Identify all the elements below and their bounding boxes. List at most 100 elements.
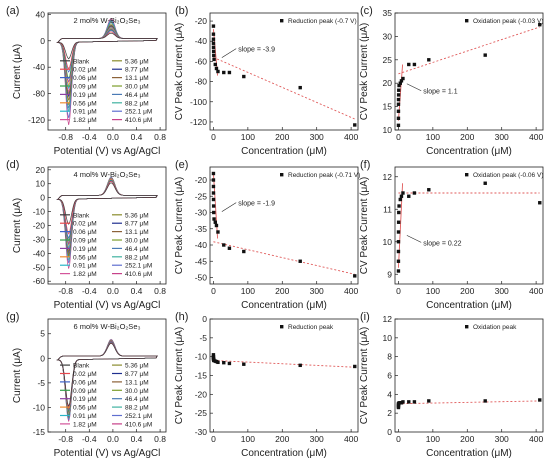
legend-entry: 13.1 μM — [125, 229, 149, 236]
legend-entry: 1.82 μM — [73, 117, 97, 124]
y-tick-label: 20 — [36, 165, 46, 175]
legend-marker — [465, 325, 469, 329]
data-point — [353, 274, 357, 278]
legend-marker — [280, 19, 284, 23]
data-point — [213, 220, 217, 224]
data-point — [211, 184, 216, 189]
y-tick-label: 4 — [387, 389, 392, 399]
legend-entry: 88.2 μM — [125, 405, 149, 412]
data-point — [412, 191, 417, 195]
x-axis-label: Concentration (μM) — [241, 146, 327, 157]
data-point — [211, 353, 216, 357]
legend-label: Reduction peak (-0.71 V) — [288, 172, 360, 179]
y-tick-label: 10 — [36, 179, 46, 189]
y-tick-label: -40 — [195, 36, 208, 46]
data-point — [399, 194, 404, 198]
y-axis-label: Current (μA) — [12, 44, 23, 99]
data-point — [211, 32, 216, 36]
y-tick-label: -20 — [33, 221, 46, 231]
data-point — [211, 178, 216, 182]
x-tick-label: 0.0 — [107, 132, 119, 142]
legend-entry: 0.09 μM — [73, 84, 97, 91]
legend-entry: 0.02 μM — [73, 371, 97, 378]
data-point — [353, 364, 357, 369]
legend-entry: 0.19 μM — [73, 246, 97, 253]
x-tick-label: 0 — [211, 434, 216, 444]
data-point — [396, 116, 401, 120]
legend-label: Oxidation peak (-0.06 V) — [473, 172, 543, 179]
legend-entry: 5.36 μM — [125, 212, 149, 219]
legend-entry: 0.56 μM — [73, 254, 97, 261]
data-point — [396, 97, 401, 102]
x-tick-label: 100 — [426, 132, 440, 142]
data-point — [538, 398, 542, 402]
legend-entry: Blank — [73, 363, 90, 370]
y-tick-label: -50 — [195, 273, 208, 283]
x-tick-label: 100 — [241, 434, 255, 444]
y-tick-label: 9 — [387, 269, 392, 279]
annotation-arrow — [406, 235, 422, 243]
x-tick-label: 200 — [275, 434, 289, 444]
data-point — [397, 88, 401, 92]
x-axis-label: Potential (V) vs Ag/AgCl — [54, 448, 161, 459]
data-point — [396, 259, 401, 263]
fit-line — [213, 241, 355, 275]
y-tick-label: -45 — [195, 256, 208, 266]
x-tick-label: 100 — [426, 286, 440, 296]
x-tick-label: 0 — [211, 132, 216, 142]
data-point — [242, 74, 246, 79]
x-tick-label: 0.4 — [131, 434, 143, 444]
legend-entry: 252.1 μM — [125, 109, 152, 116]
cv-curve — [56, 182, 158, 225]
data-point — [407, 194, 411, 198]
x-tick-label: 400 — [529, 286, 543, 296]
legend-entry: 0.09 μM — [73, 388, 97, 395]
legend-label: Reduction peak (-0.7 V) — [288, 18, 357, 25]
y-axis-label: CV Peak Current (μA) — [174, 327, 185, 424]
legend-entry: Blank — [73, 212, 90, 219]
plot-frame — [47, 12, 167, 131]
y-tick-label: 10 — [383, 333, 393, 343]
y-axis-label: CV Peak Current (μA) — [174, 177, 185, 274]
y-tick-label: -30 — [195, 427, 208, 437]
x-axis-label: Concentration (μM) — [426, 448, 512, 459]
x-axis-label: Concentration (μM) — [426, 300, 512, 311]
legend-entry: 30.0 μM — [125, 84, 149, 91]
legend-entry: 1.82 μM — [73, 421, 97, 428]
data-point — [412, 62, 417, 67]
legend-entry: 8.77 μM — [125, 67, 149, 74]
y-tick-label: -40 — [33, 62, 46, 72]
data-point — [211, 204, 216, 208]
y-tick-label: -25 — [195, 408, 208, 418]
legend-entry: 410.6 μM — [125, 117, 152, 124]
data-point — [298, 363, 302, 368]
legend-entry: 46.4 μM — [125, 396, 149, 403]
data-point — [211, 49, 216, 54]
x-axis-label: Concentration (μM) — [241, 300, 327, 311]
panel-label: (i) — [360, 311, 370, 323]
legend-entry: 0.06 μM — [73, 229, 97, 236]
y-tick-label: -20 — [195, 389, 208, 399]
legend-entry: 0.91 μM — [73, 263, 97, 270]
y-tick-label: 0 — [40, 36, 45, 46]
x-tick-label: -0.4 — [82, 286, 97, 296]
x-tick-label: 100 — [241, 132, 255, 142]
data-point — [396, 109, 401, 113]
plot-frame — [394, 166, 544, 285]
y-tick-label: -30 — [195, 208, 208, 218]
legend-entry: 0.09 μM — [73, 238, 97, 245]
y-tick-label: -15 — [33, 427, 46, 437]
legend-entry: 88.2 μM — [125, 254, 149, 261]
x-tick-label: -0.4 — [82, 434, 97, 444]
y-tick-label: 15 — [383, 102, 393, 112]
annotation-arrow — [221, 202, 237, 212]
y-tick-label: -100 — [190, 97, 207, 107]
legend-entry: 410.6 μM — [125, 271, 152, 278]
y-axis-label: Current (μA) — [12, 198, 23, 253]
x-tick-label: 200 — [460, 132, 474, 142]
panel-label: (b) — [175, 5, 188, 17]
plot-frame — [209, 12, 359, 131]
x-axis-label: Concentration (μM) — [426, 146, 512, 157]
legend-label: Oxidation peak (-0.03 V) — [473, 18, 543, 25]
data-point — [211, 191, 216, 195]
